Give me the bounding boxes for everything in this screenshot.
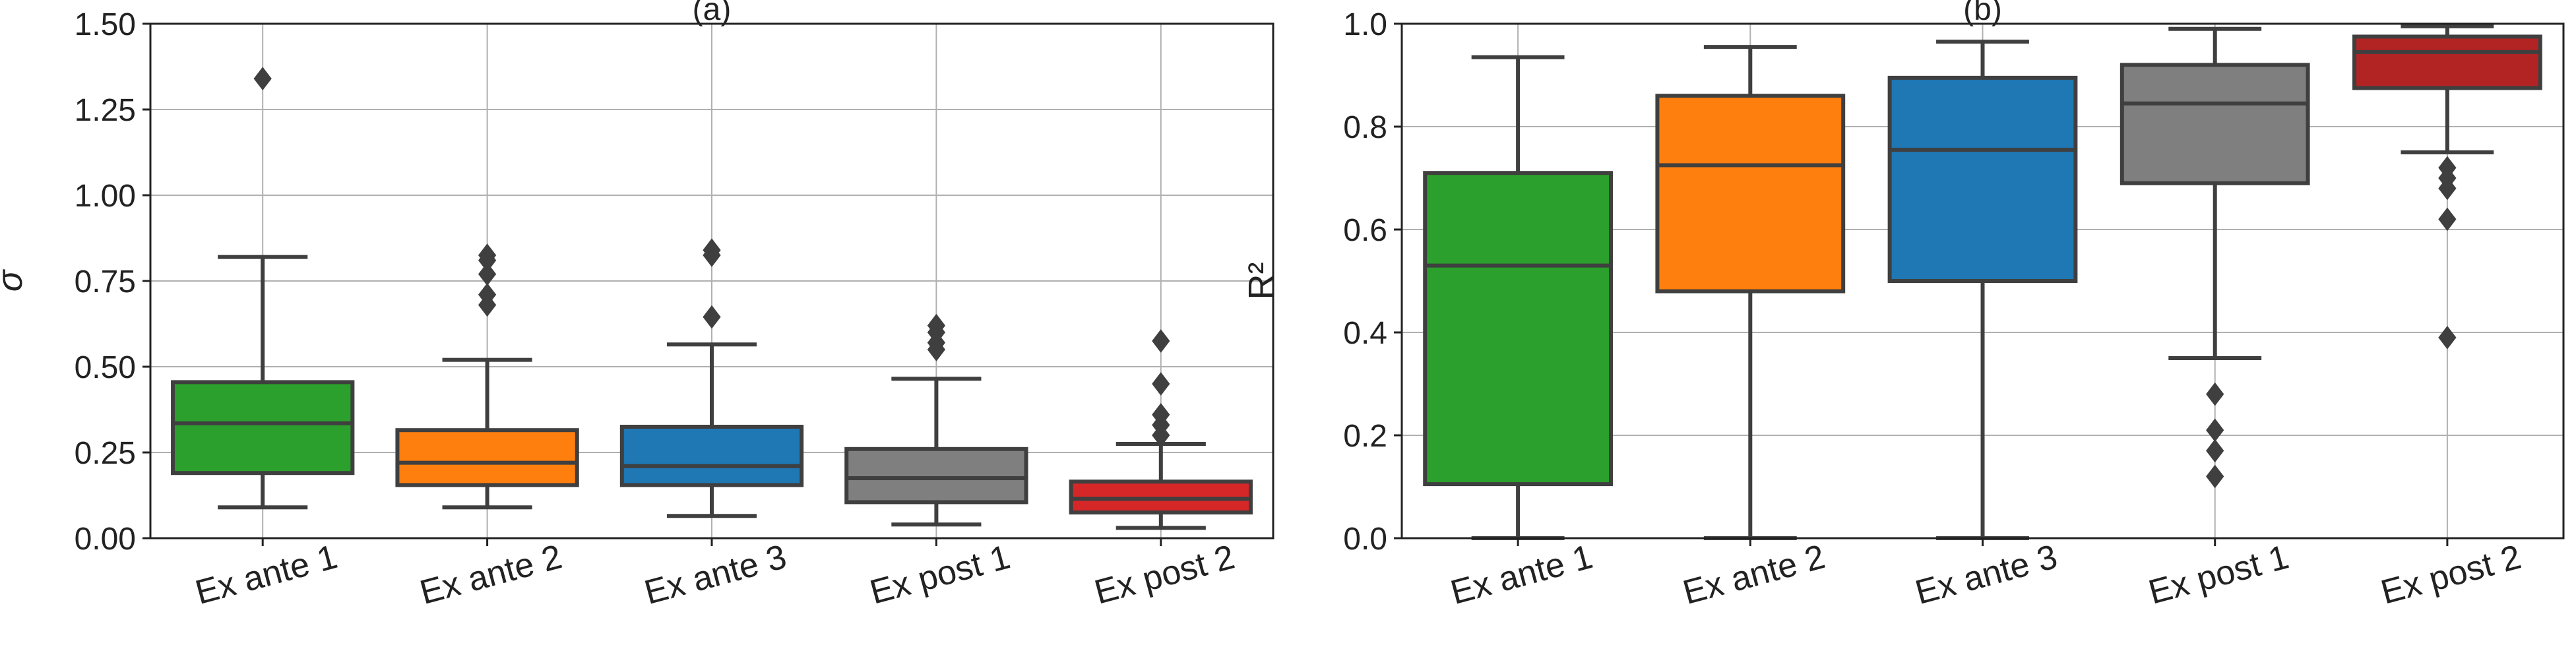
- box-ex-ante-2: [395, 243, 579, 510]
- outlier-point: [2438, 156, 2457, 180]
- y-tick-label: 1.00: [75, 179, 136, 214]
- outlier-point: [2438, 325, 2457, 350]
- iqr-box: [619, 425, 804, 487]
- y-ticks-b: 0.0 0.2 0.4 0.6 0.8 1.0: [1343, 7, 1402, 557]
- panel-b: 0.00.20.40.60.81.0 Ex ante 1 Ex ante 2 Ex …: [1241, 0, 2565, 612]
- outlier-point: [2206, 382, 2224, 406]
- x-tick-label: Ex ante 2: [1679, 538, 1829, 612]
- iqr-box: [844, 447, 1028, 505]
- x-tick-label: Ex ante 1: [191, 538, 341, 612]
- x-tick-label: Ex post 2: [2377, 538, 2525, 612]
- y-tick-label: 1.25: [75, 93, 136, 128]
- outlier-point: [478, 262, 497, 286]
- y-tick-label: 1.50: [75, 7, 136, 42]
- outlier-point: [253, 67, 272, 91]
- outlier-point: [2206, 439, 2224, 463]
- box-ex-ante-2: [1655, 45, 1846, 540]
- iqr-box: [2120, 63, 2310, 185]
- y-tick-label: 0.50: [75, 350, 136, 385]
- y-ticks-a: 0.00 0.25 0.50 0.75 1.00 1.25 1.50: [75, 7, 150, 557]
- y-tick-label: 0.00: [75, 522, 136, 557]
- box-ex-post-2: [1069, 329, 1253, 530]
- x-tick-label: Ex ante 1: [1447, 538, 1596, 612]
- box-ex-ante-1: [1423, 55, 1613, 540]
- panel-a: 0.000.250.500.751.001.251.50 Ex ante 1 Ex…: [0, 0, 1274, 612]
- outlier-point: [1152, 329, 1170, 353]
- iqr-box: [1423, 171, 1613, 487]
- outlier-point: [703, 305, 721, 329]
- iqr-box: [1887, 75, 2078, 284]
- iqr-box: [171, 380, 355, 476]
- box-ex-post-2: [2352, 24, 2542, 350]
- box-ex-ante-3: [619, 238, 804, 518]
- y-axis-label-a: σ: [0, 268, 30, 292]
- outlier-point: [703, 238, 721, 263]
- x-tick-label: Ex ante 2: [416, 538, 566, 612]
- y-tick-label: 0.4: [1343, 316, 1387, 351]
- outlier-point: [1152, 372, 1170, 396]
- boxes-b: [1423, 24, 2542, 540]
- iqr-box: [1655, 94, 1846, 294]
- outlier-point: [2438, 207, 2457, 232]
- y-tick-label: 1.0: [1343, 7, 1387, 42]
- x-tick-label: Ex post 2: [1090, 538, 1238, 612]
- boxes-a: [171, 67, 1253, 530]
- x-tick-label: Ex post 1: [866, 538, 1014, 612]
- outlier-point: [478, 243, 497, 267]
- iqr-box: [2352, 34, 2542, 90]
- y-tick-label: 0.8: [1343, 110, 1387, 145]
- iqr-box: [395, 428, 579, 487]
- outlier-point: [1152, 402, 1170, 427]
- y-tick-label: 0.6: [1343, 213, 1387, 248]
- box-ex-post-1: [844, 313, 1028, 527]
- y-tick-label: 0.2: [1343, 419, 1387, 454]
- x-tick-label: Ex ante 3: [641, 538, 790, 612]
- x-ticks-a: Ex ante 1 Ex ante 2 Ex ante 3 Ex post 1 Ex p…: [191, 538, 1238, 612]
- outlier-point: [2206, 418, 2224, 443]
- box-ex-post-1: [2120, 26, 2310, 489]
- outlier-point: [2206, 464, 2224, 489]
- outlier-point: [478, 282, 497, 307]
- box-ex-ante-1: [171, 67, 355, 510]
- panel-title-a: (a): [693, 0, 732, 27]
- x-tick-label: Ex post 1: [2145, 538, 2292, 612]
- y-tick-label: 0.0: [1343, 522, 1387, 557]
- y-tick-label: 0.25: [75, 436, 136, 471]
- x-tick-label: Ex ante 3: [1911, 538, 2061, 612]
- outlier-point: [927, 313, 946, 338]
- panel-title-b: (b): [1963, 0, 2002, 27]
- y-axis-label-b: R²: [1241, 263, 1281, 300]
- box-ex-ante-3: [1887, 40, 2078, 540]
- x-ticks-b: Ex ante 1 Ex ante 2 Ex ante 3 Ex post 1 Ex p…: [1447, 538, 2525, 612]
- y-tick-label: 0.75: [75, 264, 136, 299]
